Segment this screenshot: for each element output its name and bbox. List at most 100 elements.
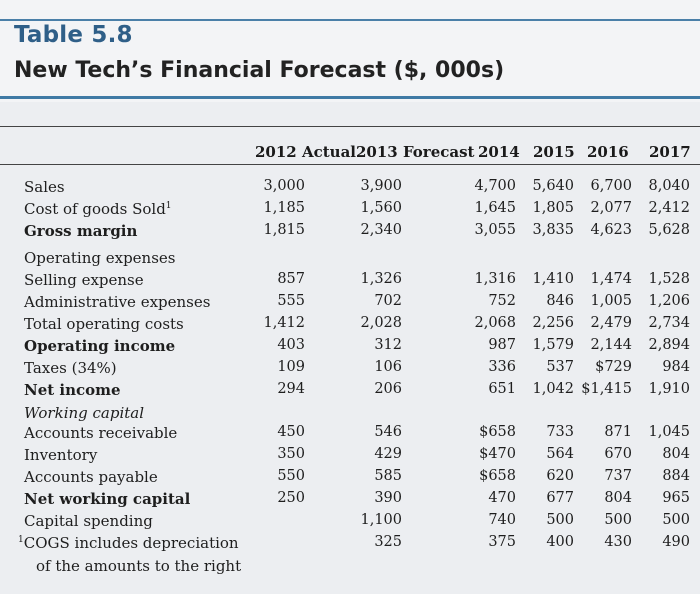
table-cell: 740 (488, 512, 516, 528)
column-header-2013-forecast: 2013 Forecast (356, 143, 475, 161)
table-cell: 1,805 (532, 200, 574, 216)
table-cell: 2,028 (360, 315, 402, 331)
table-cell: 1,206 (648, 293, 690, 309)
row-label: Working capital (24, 404, 144, 422)
table-cell: 737 (604, 468, 632, 484)
table-cell: 106 (374, 359, 402, 375)
row-label-text: Total operating costs (24, 315, 184, 333)
table-cell: 884 (662, 468, 690, 484)
row-label: Selling expense (24, 271, 144, 289)
table-cell: 1,185 (263, 200, 305, 216)
table-cell: 350 (277, 446, 305, 462)
table-cell: 2,894 (648, 337, 690, 353)
row-label-text: Taxes (34%) (24, 359, 117, 377)
table-cell: 1,560 (360, 200, 402, 216)
table-cell: 430 (604, 534, 632, 550)
row-label: Net working capital (24, 490, 190, 508)
table-cell: 585 (374, 468, 402, 484)
caption-top-rule (0, 19, 700, 21)
row-label: Operating income (24, 337, 175, 355)
table-cell: 390 (374, 490, 402, 506)
footnote-marker: 1 (18, 535, 24, 545)
row-label: Capital spending (24, 512, 153, 530)
column-header-2012-actual: 2012 Actual (255, 143, 356, 161)
row-label-text: Working capital (24, 404, 145, 422)
row-label-text: Operating expenses (24, 249, 176, 267)
table-cell: 2,734 (648, 315, 690, 331)
table-cell: 500 (546, 512, 574, 528)
table-cell: 4,623 (590, 222, 632, 238)
row-label: Accounts receivable (24, 424, 177, 442)
table-cell: 1,045 (648, 424, 690, 440)
table-cell: 857 (277, 271, 305, 287)
table-cell: 1,412 (263, 315, 305, 331)
table-cell: 325 (374, 534, 402, 550)
row-label: Operating expenses (24, 249, 176, 267)
row-label-text: Administrative expenses (24, 293, 211, 311)
table-cell: 1,528 (648, 271, 690, 287)
table-cell: 400 (546, 534, 574, 550)
footnote-marker: 1 (165, 201, 172, 211)
table-cell: 1,005 (590, 293, 632, 309)
table-cell: 470 (488, 490, 516, 506)
table-cell: 450 (277, 424, 305, 440)
row-label: Net income (24, 381, 121, 399)
table-cell: 6,700 (590, 178, 632, 194)
row-label-text: of the amounts to the right (36, 557, 242, 575)
row-label-text: Selling expense (24, 271, 144, 289)
row-label-text: Gross margin (24, 222, 138, 240)
row-label: Inventory (24, 446, 97, 464)
row-label: Cost of goods Sold1 (24, 200, 172, 218)
row-label-text: Net income (24, 381, 121, 399)
table-cell: 1,100 (360, 512, 402, 528)
table-cell: 500 (604, 512, 632, 528)
table-cell: 651 (488, 381, 516, 397)
table-cell: 490 (662, 534, 690, 550)
table-cell: 1,410 (532, 271, 574, 287)
row-label: Taxes (34%) (24, 359, 117, 377)
table-cell: 1,042 (532, 381, 574, 397)
row-label-text: Operating income (24, 337, 176, 355)
table-title: New Tech’s Financial Forecast ($, 000s) (14, 58, 505, 83)
row-label-text: Net working capital (24, 490, 191, 508)
table-cell: 670 (604, 446, 632, 462)
table-cell: 2,144 (590, 337, 632, 353)
table-cell: 846 (546, 293, 574, 309)
table-cell: 1,316 (474, 271, 516, 287)
table-cell: 250 (277, 490, 305, 506)
table-cell: 500 (662, 512, 690, 528)
row-label: of the amounts to the right (36, 557, 241, 575)
header-top-rule (0, 126, 700, 127)
table-cell: 1,910 (648, 381, 690, 397)
table-cell: 2,479 (590, 315, 632, 331)
table-cell: 403 (277, 337, 305, 353)
table-cell: $1,415 (581, 381, 632, 397)
table-cell: 312 (374, 337, 402, 353)
table-cell: 3,000 (263, 178, 305, 194)
table-cell: 752 (488, 293, 516, 309)
table-number: Table 5.8 (14, 22, 133, 48)
table-cell: 5,640 (532, 178, 574, 194)
table-cell: 336 (488, 359, 516, 375)
table-cell: $658 (479, 424, 516, 440)
table-cell: 206 (374, 381, 402, 397)
table-cell: 984 (662, 359, 690, 375)
table-cell: 2,412 (648, 200, 690, 216)
table-cell: 375 (488, 534, 516, 550)
table-cell: 965 (662, 490, 690, 506)
table-cell: 2,068 (474, 315, 516, 331)
table-cell: 8,040 (648, 178, 690, 194)
table-cell: 2,077 (590, 200, 632, 216)
table-cell: 564 (546, 446, 574, 462)
column-header-2017: 2017 (649, 143, 691, 161)
column-header-2016: 2016 (587, 143, 629, 161)
table-cell: 429 (374, 446, 402, 462)
row-label-text: Capital spending (24, 512, 153, 530)
row-label-text: COGS includes depreciation (23, 534, 239, 552)
table-cell: 109 (277, 359, 305, 375)
row-label: Accounts payable (24, 468, 158, 486)
table-cell: 1,326 (360, 271, 402, 287)
table-cell: 1,474 (590, 271, 632, 287)
table-cell: 1,645 (474, 200, 516, 216)
